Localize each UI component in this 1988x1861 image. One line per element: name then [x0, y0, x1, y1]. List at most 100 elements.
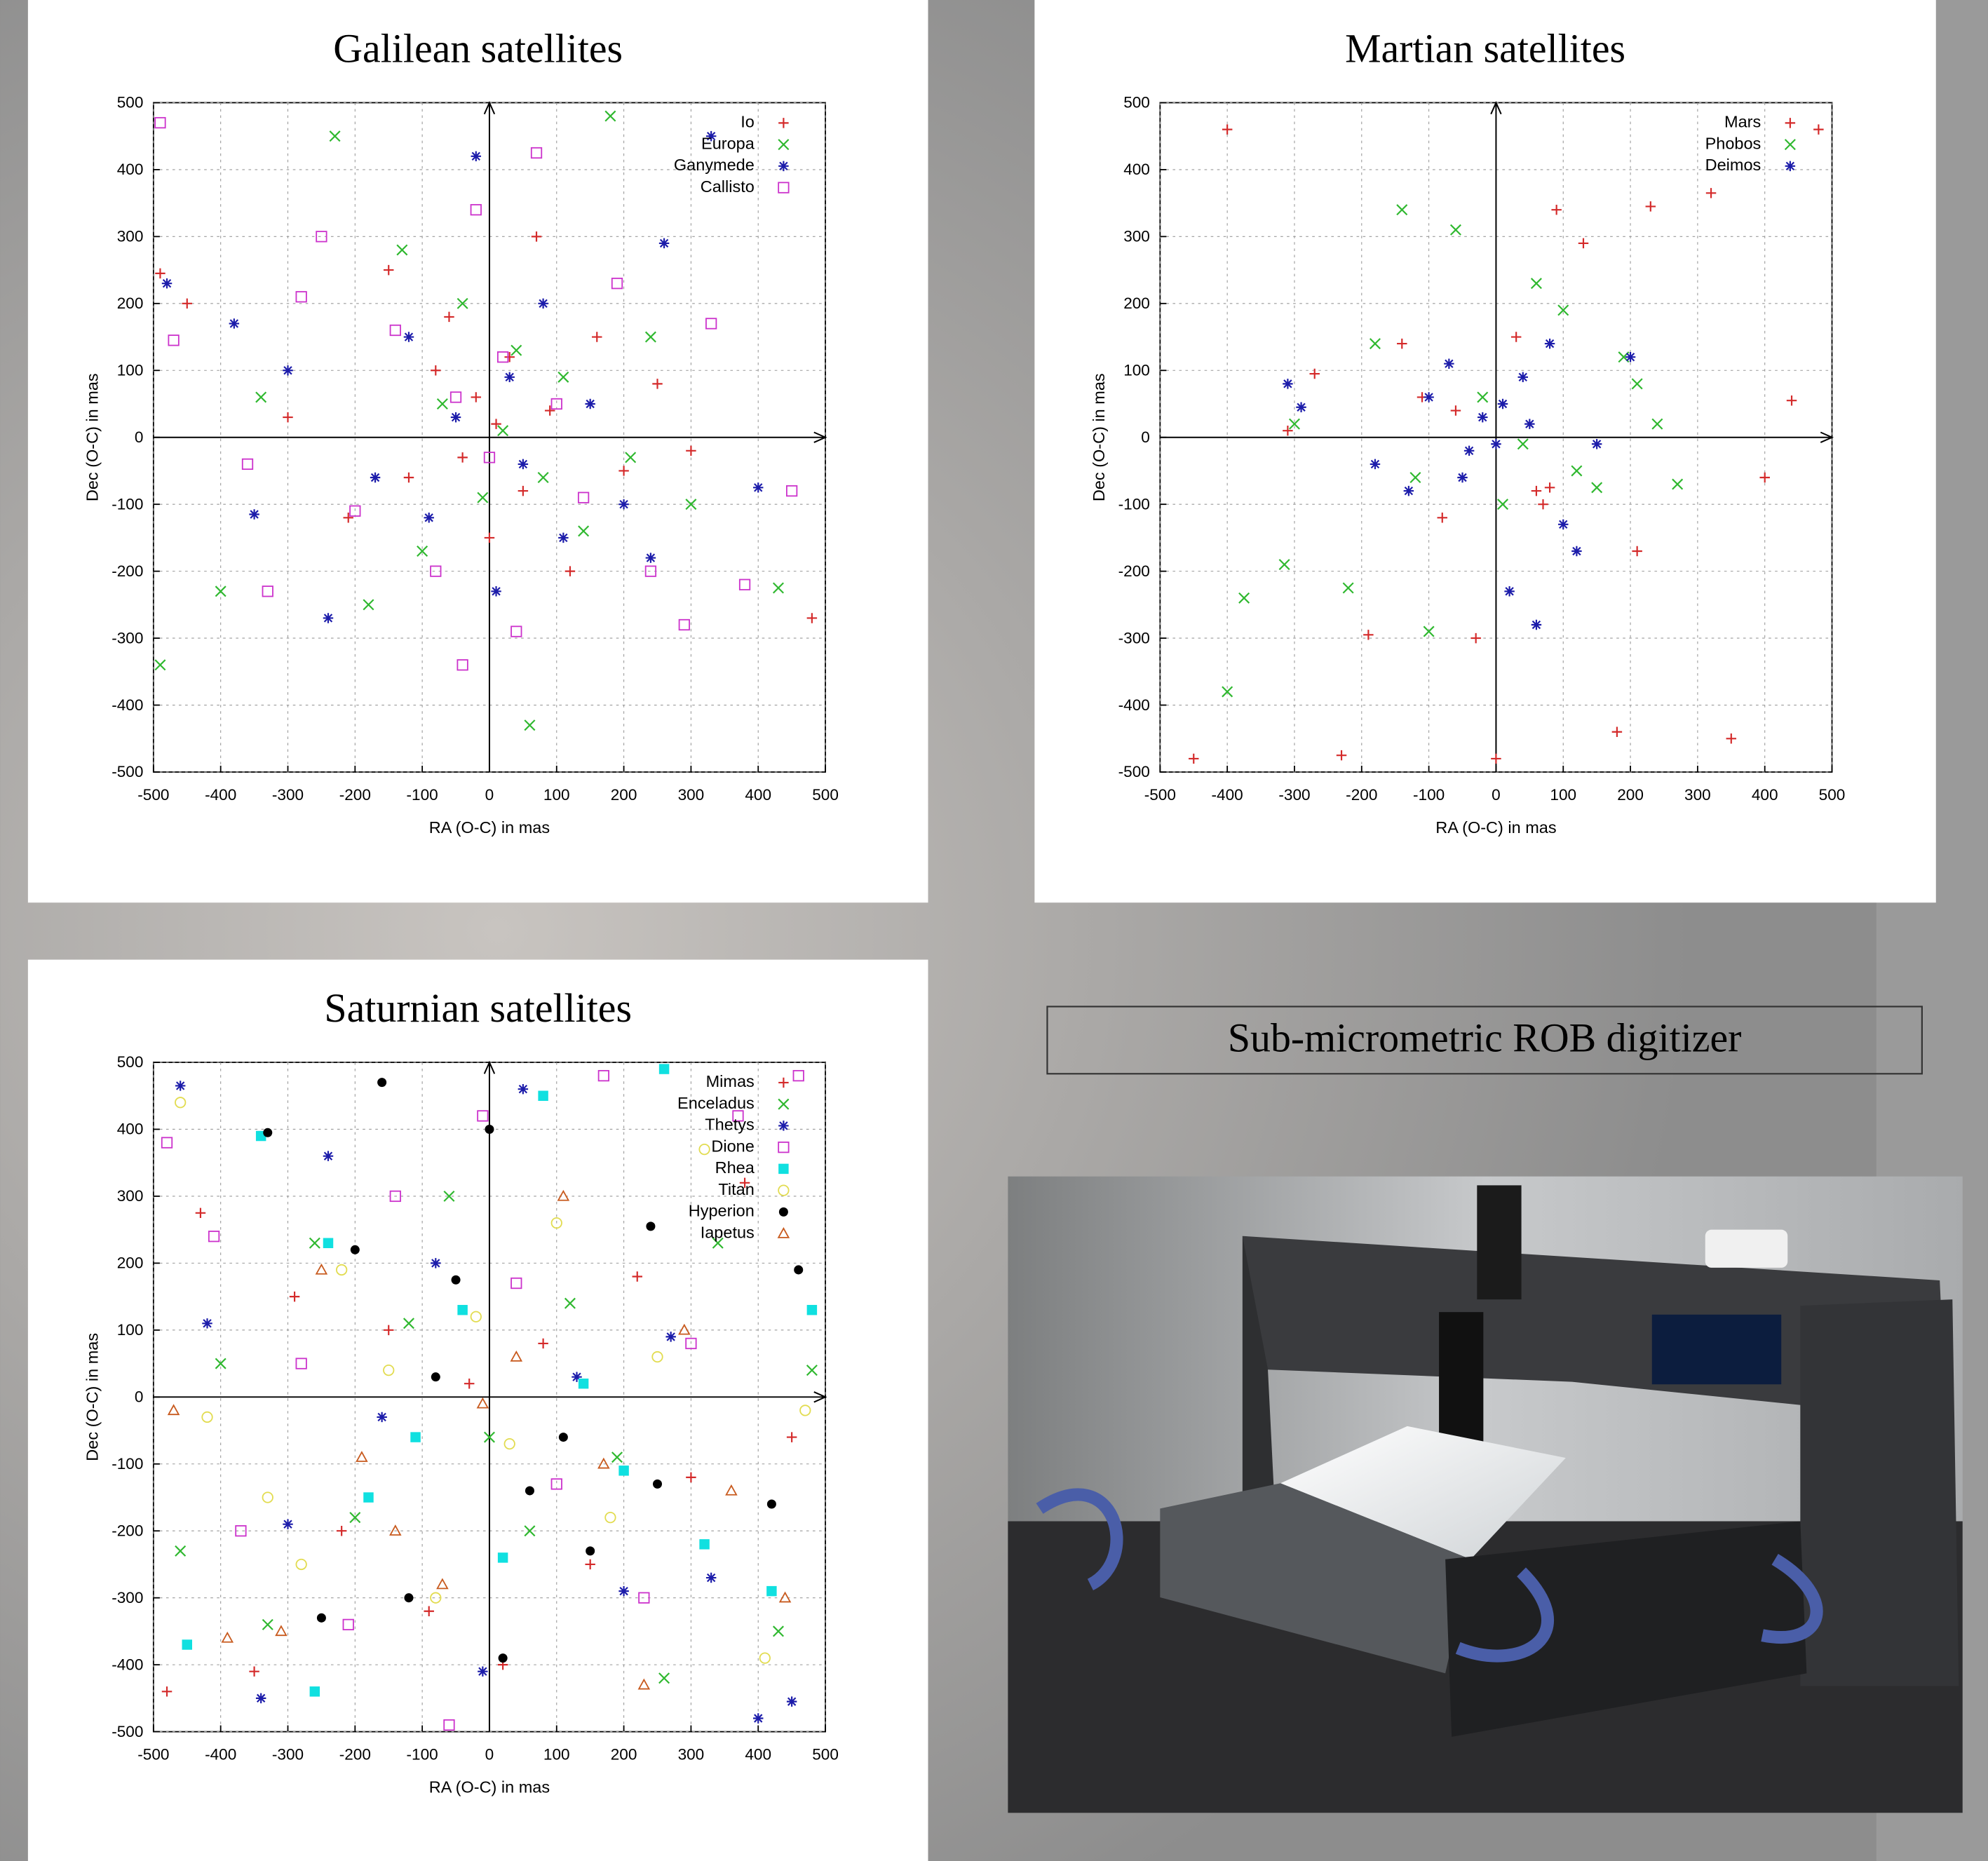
point: [1336, 750, 1347, 761]
point: [436, 1578, 449, 1590]
photo-leg: [1800, 1299, 1959, 1686]
x-tick-label: 300: [678, 1745, 705, 1763]
y-tick-label: -400: [111, 696, 143, 714]
x-tick-label: -300: [272, 786, 304, 804]
legend-label: Titan: [718, 1180, 754, 1198]
y-tick-label: 200: [1123, 295, 1150, 312]
point: [336, 1525, 347, 1536]
point: [806, 1365, 818, 1376]
point: [1531, 619, 1542, 630]
point: [658, 1672, 670, 1684]
point: [632, 1271, 642, 1282]
point: [544, 405, 555, 416]
point: [578, 525, 590, 537]
point: [705, 130, 717, 142]
point: [611, 1451, 623, 1463]
y-tick-label: 300: [117, 1187, 144, 1205]
point: [772, 582, 784, 594]
point: [155, 268, 165, 279]
point: [518, 459, 529, 470]
point: [403, 1318, 414, 1329]
point: [491, 586, 501, 597]
photo-motor: [1477, 1185, 1522, 1300]
point: [738, 578, 751, 590]
point: [349, 505, 361, 517]
point: [531, 231, 542, 242]
chart-title: Galilean satellites: [333, 26, 623, 72]
point: [530, 147, 543, 159]
point: [1396, 204, 1408, 216]
point: [564, 1297, 576, 1309]
point: [497, 1552, 508, 1563]
y-tick-label: 100: [1123, 362, 1150, 379]
zero-axes: [153, 1060, 827, 1732]
x-tick-label: -400: [1212, 786, 1243, 804]
point: [678, 618, 690, 631]
point: [431, 365, 441, 376]
point: [1463, 445, 1475, 456]
point: [1424, 392, 1434, 402]
point: [794, 1265, 804, 1275]
point: [464, 1378, 475, 1389]
point: [1470, 632, 1481, 644]
point: [263, 1128, 273, 1137]
x-tick-label: -300: [1278, 786, 1310, 804]
legend-label: Phobos: [1705, 134, 1762, 152]
point: [1457, 472, 1468, 483]
point: [510, 625, 522, 637]
y-tick-label: 500: [117, 1053, 144, 1071]
point: [449, 391, 462, 403]
point: [262, 1491, 273, 1503]
point: [1631, 378, 1643, 390]
y-tick-label: 100: [117, 1321, 144, 1339]
x-tick-label: -300: [272, 1745, 304, 1763]
point: [1477, 391, 1489, 403]
point: [201, 1411, 213, 1423]
point: [538, 1090, 548, 1101]
zero-axes: [1160, 100, 1834, 773]
point: [604, 110, 616, 122]
x-tick-label: 200: [611, 786, 637, 804]
point: [249, 509, 259, 520]
point: [424, 1606, 434, 1617]
point: [182, 1639, 193, 1650]
y-tick-label: 100: [117, 362, 144, 379]
point: [1672, 478, 1684, 490]
point: [343, 513, 353, 523]
point: [752, 482, 764, 493]
point: [1578, 238, 1589, 249]
point: [1651, 418, 1663, 430]
point: [208, 1231, 220, 1243]
point: [431, 1372, 440, 1382]
point: [752, 1713, 764, 1724]
y-tick-label: -100: [111, 495, 143, 513]
point: [329, 130, 341, 142]
point: [1705, 188, 1717, 198]
point: [646, 1222, 656, 1231]
chart-title: Saturnian satellites: [324, 985, 632, 1031]
legend-label: Enceladus: [677, 1094, 755, 1112]
y-tick-label: -500: [111, 763, 143, 780]
legend-label: Iapetus: [701, 1223, 755, 1241]
point: [651, 1351, 663, 1363]
point: [712, 1237, 724, 1249]
legend-symbol: [778, 139, 790, 151]
point: [558, 1433, 568, 1442]
point: [759, 1652, 771, 1664]
point: [665, 1332, 676, 1342]
point: [510, 1350, 523, 1362]
legend-symbol: [778, 182, 790, 194]
point: [503, 1437, 515, 1450]
point: [444, 311, 454, 323]
data-points: [154, 110, 818, 731]
point: [618, 499, 629, 510]
point: [485, 1124, 494, 1134]
point: [618, 1466, 629, 1476]
point: [470, 204, 482, 216]
point: [1283, 425, 1293, 436]
point: [1524, 419, 1535, 429]
point: [1363, 630, 1374, 640]
point: [483, 1431, 495, 1443]
point: [705, 1572, 717, 1583]
point: [383, 1325, 394, 1336]
